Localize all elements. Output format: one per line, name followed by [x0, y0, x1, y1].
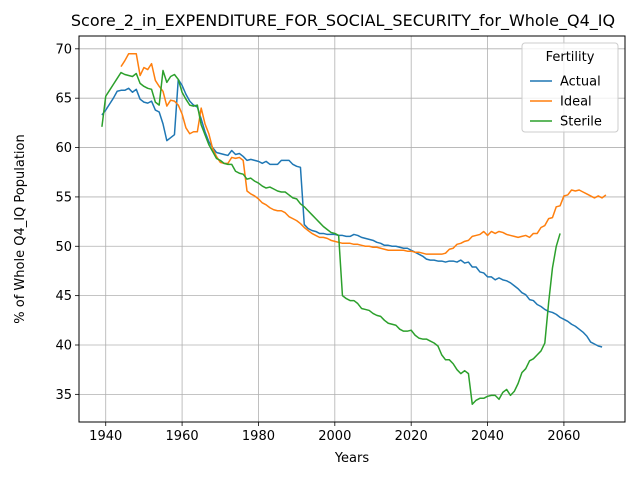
chart-title: Score_2_in_EXPENDITURE_FOR_SOCIAL_SECURI…: [71, 11, 615, 31]
x-tick-label: 2060: [547, 429, 580, 444]
legend: Fertility Actual Ideal Sterile: [522, 43, 618, 132]
y-tick-label: 50: [55, 240, 72, 255]
x-tick-label: 1960: [166, 429, 199, 444]
legend-label-sterile: Sterile: [560, 115, 602, 130]
y-tick-label: 55: [55, 190, 72, 205]
y-tick-label: 35: [55, 388, 72, 403]
legend-label-actual: Actual: [560, 75, 601, 90]
y-tick-label: 70: [55, 42, 72, 57]
x-tick-label: 1940: [89, 429, 122, 444]
x-tick-label: 2020: [395, 429, 428, 444]
y-tick-label: 45: [55, 289, 72, 304]
legend-title: Fertility: [546, 50, 595, 65]
y-tick-label: 40: [55, 338, 72, 353]
y-tick-label: 60: [55, 141, 72, 156]
legend-label-ideal: Ideal: [560, 95, 592, 110]
x-tick-label: 1980: [242, 429, 275, 444]
x-tick-label: 2040: [471, 429, 504, 444]
y-axis-label: % of Whole Q4_IQ Population: [13, 134, 28, 323]
x-axis-label: Years: [334, 451, 370, 466]
y-tick-label: 65: [55, 92, 72, 107]
x-tick-label: 2000: [318, 429, 351, 444]
